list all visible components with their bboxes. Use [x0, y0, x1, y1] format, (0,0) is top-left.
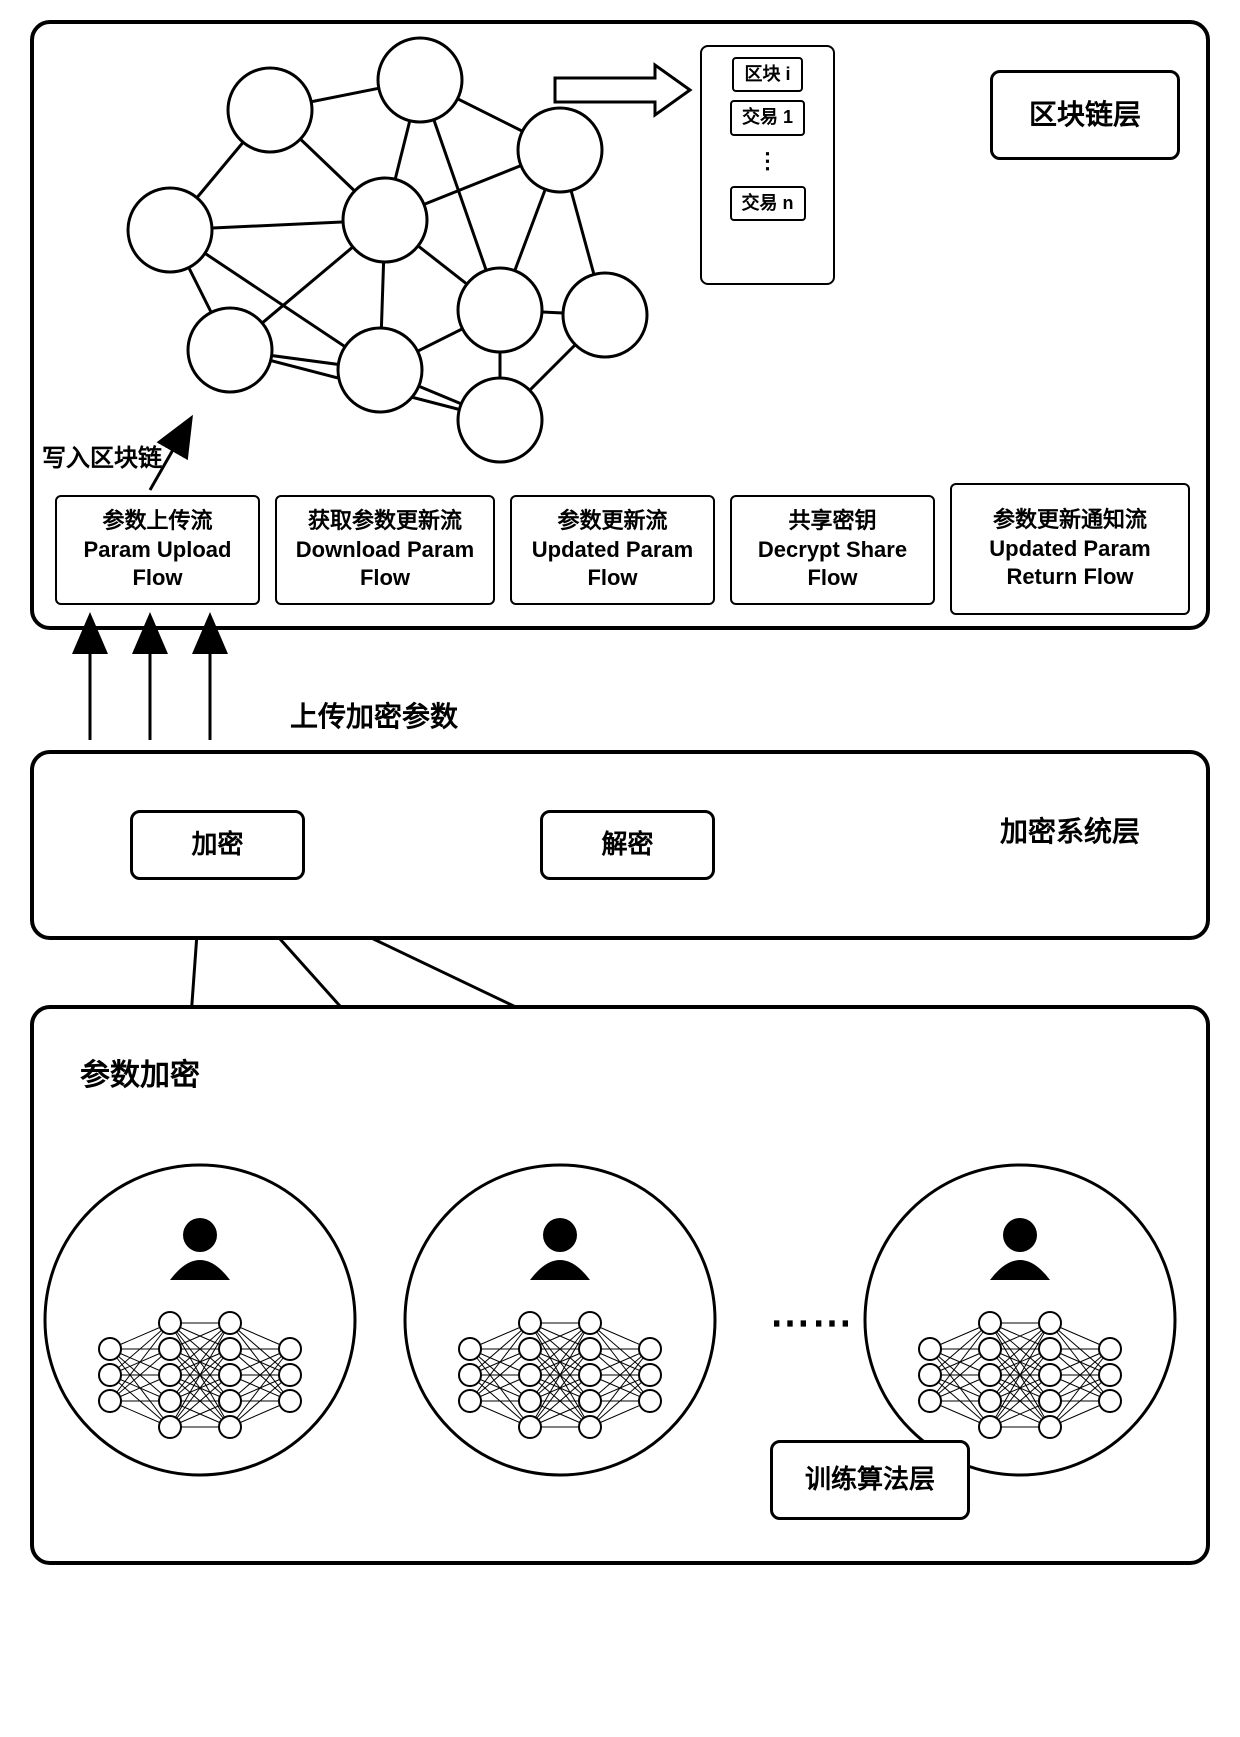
- client-dots: ⋯⋯: [770, 1300, 854, 1346]
- training-layer-title: 训练算法层: [770, 1440, 970, 1520]
- client-circles: [0, 0, 1240, 1737]
